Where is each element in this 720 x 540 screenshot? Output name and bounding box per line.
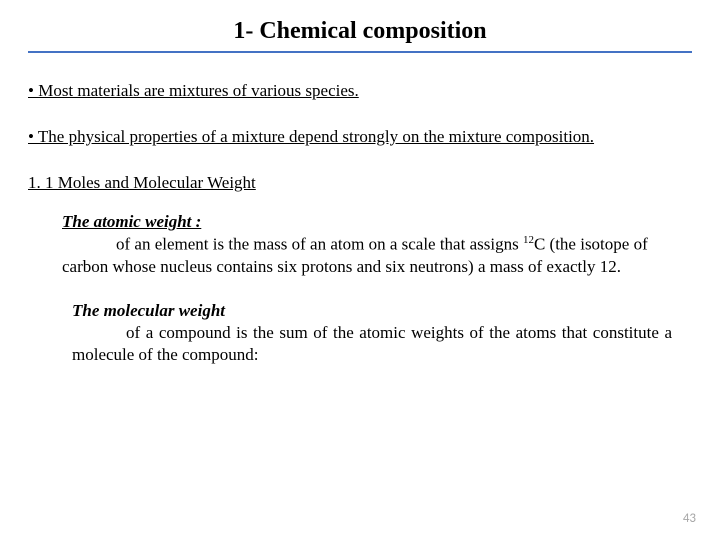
atomic-weight-term: The atomic weight : [62, 212, 201, 231]
bullet-1: • Most materials are mixtures of various… [28, 81, 692, 101]
subsection-heading: 1. 1 Moles and Molecular Weight [28, 173, 692, 193]
molecular-weight-definition: The molecular weight of a compound is th… [72, 300, 672, 366]
bullet-2: • The physical properties of a mixture d… [28, 127, 692, 147]
atomic-weight-definition: The atomic weight : of an element is the… [62, 211, 672, 278]
atomic-weight-body-pre: of an element is the mass of an atom on … [116, 235, 523, 254]
molecular-weight-term: The molecular weight [72, 301, 225, 320]
page-number: 43 [683, 511, 696, 526]
carbon-12-superscript: 12 [523, 234, 534, 246]
title-underline [28, 51, 692, 53]
slide-title: 1- Chemical composition [28, 18, 692, 45]
molecular-weight-body: of a compound is the sum of the atomic w… [72, 323, 672, 364]
slide-container: 1- Chemical composition • Most materials… [0, 0, 720, 540]
